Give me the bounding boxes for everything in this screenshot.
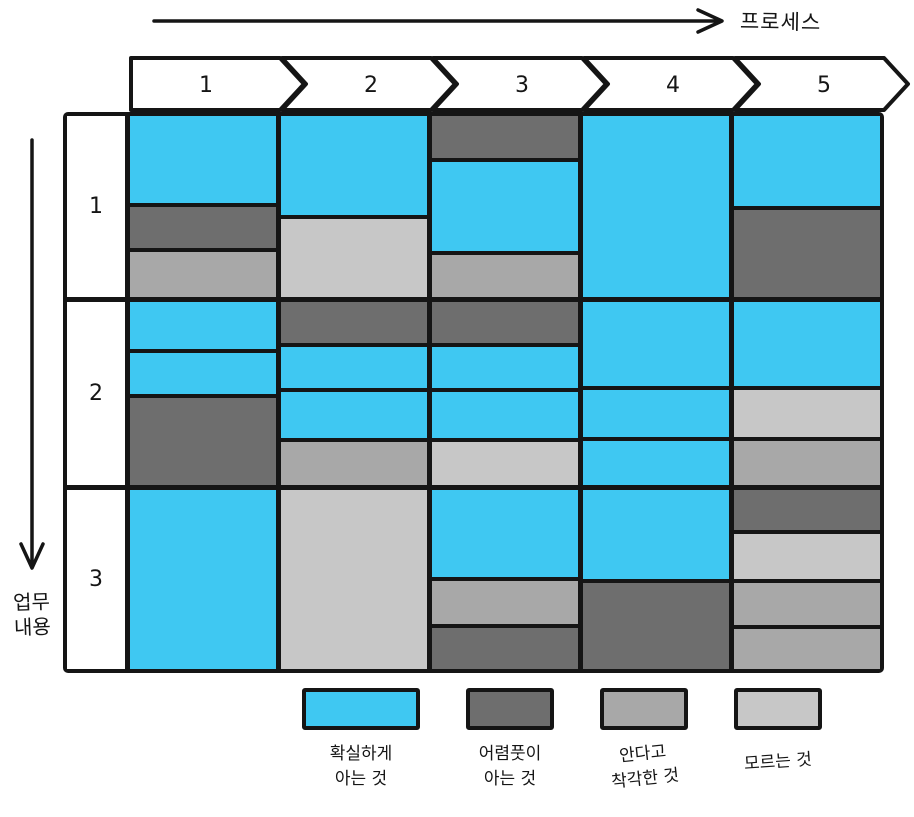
band-unknown — [281, 490, 427, 669]
band-certain — [583, 302, 729, 386]
content-axis-label: 업무 내용 — [12, 589, 52, 640]
process-axis-label: 프로세스 — [739, 9, 822, 35]
process-step-number: 4 — [666, 73, 680, 98]
legend: 확실하게 아는 것 어렴풋이 아는 것 안다고 착각한 것 모르는 것 — [302, 688, 822, 792]
matrix-cell-r1-c2 — [281, 116, 427, 297]
matrix-cell-r3-c2 — [281, 490, 427, 669]
process-step-number: 1 — [199, 73, 213, 98]
band-vague — [734, 210, 880, 297]
matrix-cell-r1-c5 — [734, 116, 880, 297]
matrix-cell-r3-c1 — [130, 490, 276, 669]
band-certain — [583, 490, 729, 580]
band-vague — [432, 302, 578, 344]
matrix-cell-r1-c1 — [130, 116, 276, 297]
band-certain — [432, 392, 578, 439]
process-step-number: 2 — [364, 73, 378, 98]
matrix-cell-r2-c5 — [734, 302, 880, 485]
band-certain — [281, 392, 427, 439]
band-certain — [432, 347, 578, 389]
band-vague — [281, 302, 427, 344]
legend-swatch-unknown — [734, 688, 822, 730]
legend-label-vague: 어렴풋이 아는 것 — [478, 744, 542, 789]
band-vague — [130, 397, 276, 485]
matrix-cell-r3-c5 — [734, 490, 880, 669]
band-mistaken — [432, 581, 578, 624]
legend-item-unknown: 모르는 것 — [734, 688, 822, 775]
process-column-2 — [281, 116, 427, 669]
legend-label-unknown: 모르는 것 — [743, 749, 813, 775]
legend-item-certain: 확실하게 아는 것 — [302, 688, 420, 791]
band-certain — [583, 441, 729, 485]
band-mistaken — [734, 628, 880, 669]
process-column-1 — [130, 116, 276, 669]
band-certain — [432, 161, 578, 252]
band-vague — [583, 583, 729, 669]
band-certain — [130, 490, 276, 669]
band-certain — [281, 116, 427, 216]
matrix-cell-r2-c4 — [583, 302, 729, 485]
band-mistaken — [432, 255, 578, 297]
process-step-number: 5 — [817, 73, 831, 98]
matrix-cell-r1-c3 — [432, 116, 578, 297]
process-step-header-5: 5 — [733, 56, 910, 112]
band-vague — [130, 206, 276, 249]
legend-label-mistaken: 안다고 착각한 것 — [610, 741, 681, 793]
content-axis-arrow — [19, 138, 45, 570]
matrix-cell-r3-c3 — [432, 490, 578, 669]
content-row-label-3: 3 — [67, 490, 125, 669]
matrix-cell-r2-c2 — [281, 302, 427, 486]
legend-swatch-certain — [302, 688, 420, 730]
matrix-cell-r2-c1 — [130, 302, 276, 485]
chevron-banner-shape — [733, 56, 910, 112]
matrix-cell-r1-c4 — [583, 116, 729, 297]
content-row-label-2: 2 — [67, 302, 125, 485]
band-certain — [130, 116, 276, 203]
legend-swatch-mistaken — [600, 688, 688, 730]
band-vague — [432, 627, 578, 669]
content-row-label-1: 1 — [67, 116, 125, 297]
process-axis-arrow — [152, 8, 724, 34]
band-certain — [734, 302, 880, 386]
band-certain — [583, 116, 729, 297]
band-unknown — [281, 219, 427, 297]
band-unknown — [432, 442, 578, 486]
matrix-grid — [130, 116, 880, 669]
band-certain — [130, 353, 276, 394]
band-certain — [583, 390, 729, 438]
legend-item-vague: 어렴풋이 아는 것 — [466, 688, 554, 791]
band-vague — [734, 490, 880, 531]
band-certain — [281, 347, 427, 389]
process-column-5 — [734, 116, 880, 669]
band-unknown — [734, 390, 880, 438]
matrix-cell-r3-c4 — [583, 490, 729, 669]
band-certain — [734, 116, 880, 207]
band-vague — [432, 116, 578, 158]
band-certain — [432, 490, 578, 578]
legend-swatch-vague — [466, 688, 554, 730]
process-step-number: 3 — [515, 73, 529, 98]
process-column-3 — [432, 116, 578, 669]
band-mistaken — [734, 441, 880, 485]
band-mistaken — [130, 252, 276, 297]
band-mistaken — [734, 583, 880, 625]
band-unknown — [734, 534, 880, 580]
process-column-4 — [583, 116, 729, 669]
legend-label-certain: 확실하게 아는 것 — [329, 744, 393, 789]
matrix-cell-r2-c3 — [432, 302, 578, 486]
band-certain — [130, 302, 276, 350]
legend-item-mistaken: 안다고 착각한 것 — [600, 688, 688, 792]
band-mistaken — [281, 442, 427, 486]
